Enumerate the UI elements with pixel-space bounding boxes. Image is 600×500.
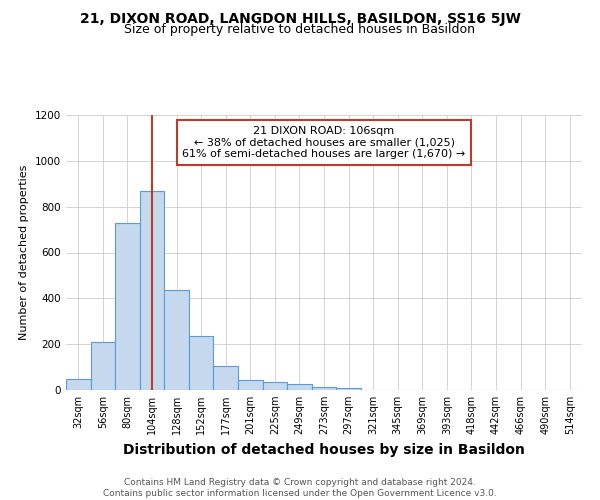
- Bar: [312, 386, 336, 390]
- Bar: [66, 378, 91, 390]
- X-axis label: Distribution of detached houses by size in Basildon: Distribution of detached houses by size …: [123, 442, 525, 456]
- Bar: [91, 342, 115, 390]
- Bar: [238, 380, 263, 390]
- Text: Size of property relative to detached houses in Basildon: Size of property relative to detached ho…: [125, 22, 476, 36]
- Bar: [140, 190, 164, 390]
- Bar: [214, 366, 238, 390]
- Y-axis label: Number of detached properties: Number of detached properties: [19, 165, 29, 340]
- Bar: [189, 336, 214, 390]
- Text: Contains HM Land Registry data © Crown copyright and database right 2024.
Contai: Contains HM Land Registry data © Crown c…: [103, 478, 497, 498]
- Text: 21, DIXON ROAD, LANGDON HILLS, BASILDON, SS16 5JW: 21, DIXON ROAD, LANGDON HILLS, BASILDON,…: [80, 12, 520, 26]
- Text: 21 DIXON ROAD: 106sqm
← 38% of detached houses are smaller (1,025)
61% of semi-d: 21 DIXON ROAD: 106sqm ← 38% of detached …: [182, 126, 466, 159]
- Bar: [336, 388, 361, 390]
- Bar: [115, 222, 140, 390]
- Bar: [164, 290, 189, 390]
- Bar: [263, 382, 287, 390]
- Bar: [287, 384, 312, 390]
